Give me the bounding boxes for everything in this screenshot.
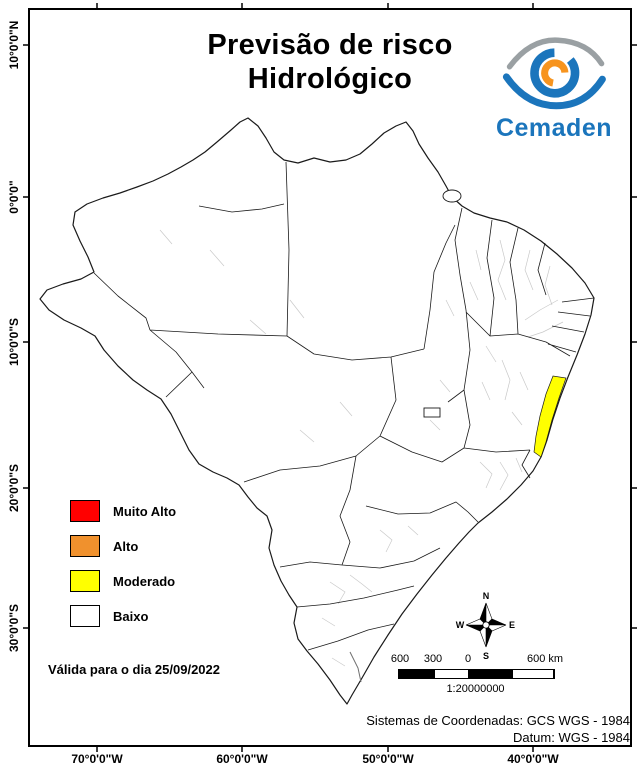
datum-line: Datum: WGS - 1984: [512, 730, 630, 745]
lat-label-20s: 20°0'0"S: [7, 463, 21, 513]
coordinate-system-line: Sistemas de Coordenadas: GCS WGS - 1984: [366, 713, 630, 728]
legend-label-alto: Alto: [113, 538, 139, 554]
page-title: Previsão de risco Hidrológico: [130, 28, 530, 96]
cemaden-logo-icon: [502, 37, 606, 110]
scale-segment: [434, 670, 469, 678]
map-frame: [28, 8, 632, 747]
municipal-boundaries: [159, 229, 564, 667]
legend-item-moderado: Moderado: [70, 570, 176, 592]
compass-w-label: W: [456, 620, 465, 630]
df-square: [423, 407, 441, 418]
compass-n-label: N: [483, 591, 490, 601]
validity-date: Válida para o dia 25/09/2022: [48, 662, 220, 677]
legend-swatch-moderado: [70, 570, 100, 592]
state-boundaries: [93, 161, 595, 651]
scale-label-300: 300: [423, 653, 443, 665]
cemaden-logo: Cemaden: [478, 34, 630, 143]
lat-label-30s: 30°0'0"S: [7, 603, 21, 653]
legend-label-baixo: Baixo: [113, 608, 149, 624]
lon-label-70w: 70°0'0"W: [71, 752, 123, 766]
scale-bar-segments: [398, 669, 555, 679]
legend-swatch-baixo: [70, 605, 100, 627]
scale-segment: [469, 670, 512, 678]
cemaden-wordmark: Cemaden: [495, 114, 613, 142]
lon-label-50w: 50°0'0"W: [362, 752, 414, 766]
moderate-risk-region: [533, 375, 567, 458]
legend-item-alto: Alto: [70, 535, 176, 557]
compass-rose: N S E W: [454, 589, 518, 670]
legend-label-muito-alto: Muito Alto: [113, 503, 177, 519]
legend: Muito Alto Alto Moderado Baixo: [70, 500, 176, 640]
title-line1: Previsão de risco: [207, 29, 453, 61]
scale-segment: [399, 670, 434, 678]
brazil-outline: [39, 117, 595, 705]
coordinate-system-info: Sistemas de Coordenadas: GCS WGS - 1984 …: [300, 712, 630, 746]
legend-label-moderado: Moderado: [113, 573, 176, 589]
scale-ratio: 1:20000000: [446, 683, 505, 695]
lagoon-line: [349, 651, 362, 683]
frame-ticks: [23, 3, 637, 752]
marajo-island: [442, 189, 462, 203]
scale-segment: [512, 670, 554, 678]
lon-label-40w: 40°0'0"W: [507, 752, 559, 766]
compass-e-label: E: [509, 620, 515, 630]
compass-s-label: S: [483, 651, 489, 661]
legend-swatch-muito-alto: [70, 500, 100, 522]
legend-item-muito-alto: Muito Alto: [70, 500, 176, 522]
title-line2: Hidrológico: [247, 63, 413, 95]
legend-swatch-alto: [70, 535, 100, 557]
compass-rose-icon: N S E W: [456, 591, 515, 661]
scale-bar: 600 300 0 600 km 1:20000000: [390, 653, 572, 699]
scale-label-600-km: 600 km: [526, 653, 564, 665]
scale-label-600-left: 600: [390, 653, 410, 665]
lat-label-10s: 10°0'0"S: [7, 317, 21, 367]
lon-label-60w: 60°0'0"W: [216, 752, 268, 766]
legend-item-baixo: Baixo: [70, 605, 176, 627]
lat-label-0: 0°0'0": [7, 180, 21, 214]
lat-label-10n: 10°0'0"N: [7, 20, 21, 70]
scale-label-0: 0: [464, 653, 472, 665]
